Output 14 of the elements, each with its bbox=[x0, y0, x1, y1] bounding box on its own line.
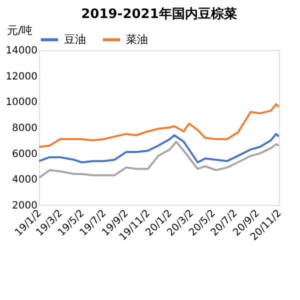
y-tick-label: 8000 bbox=[12, 123, 38, 134]
y-tick-label: 14000 bbox=[6, 46, 38, 56]
line-series bbox=[39, 140, 279, 179]
y-tick-label: 12000 bbox=[6, 71, 38, 82]
y-tick-label: 10000 bbox=[6, 97, 38, 108]
legend-label: 菜油 bbox=[126, 32, 148, 46]
chart-title: 2019-2021年国内豆棕菜 bbox=[81, 6, 237, 22]
y-tick-label: 6000 bbox=[12, 148, 38, 160]
line-series bbox=[39, 103, 279, 148]
y-tick-label: 2000 bbox=[12, 200, 38, 212]
line-series bbox=[39, 132, 279, 164]
legend-label: 豆油 bbox=[64, 32, 86, 46]
y-axis-title: 元/吨 bbox=[7, 24, 33, 37]
y-tick-label: 4000 bbox=[12, 174, 38, 186]
